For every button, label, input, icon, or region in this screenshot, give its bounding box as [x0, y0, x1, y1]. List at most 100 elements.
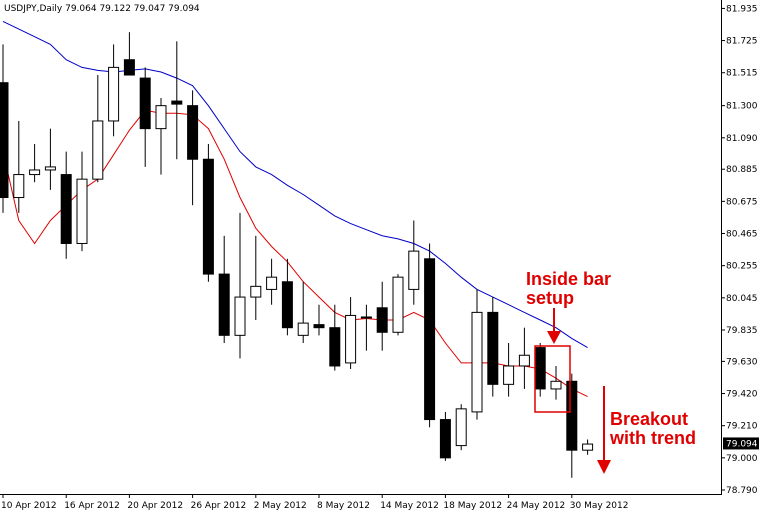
- candle: [424, 243, 436, 428]
- annotation-breakout-line2: with trend: [609, 428, 696, 448]
- y-tick-label: 80.885: [726, 165, 758, 175]
- chart-title: USDJPY,Daily 79.064 79.122 79.047 79.094: [4, 4, 200, 14]
- candle: [92, 75, 104, 183]
- candle: [550, 365, 562, 400]
- candle-body: [313, 324, 325, 329]
- y-tick-label: 80.045: [726, 294, 758, 304]
- ma-slow-line: [2, 20, 588, 349]
- candle-body: [171, 100, 183, 105]
- x-tick-label: 2 May 2012: [254, 501, 307, 511]
- candle-body: [281, 281, 293, 329]
- candle-body: [297, 322, 309, 336]
- candle: [313, 304, 325, 336]
- inside-bar-box: [534, 345, 571, 413]
- candle: [534, 343, 546, 397]
- candle: [408, 220, 420, 305]
- y-tick-label: 81.300: [726, 102, 758, 112]
- candle-body: [329, 327, 341, 367]
- candle-body: [360, 316, 372, 319]
- candle: [123, 32, 135, 76]
- candle: [455, 404, 467, 451]
- y-tick-label: 80.675: [726, 197, 758, 207]
- candle-body: [503, 365, 515, 385]
- x-tick-label: 14 May 2012: [380, 501, 439, 511]
- candle-body: [455, 408, 467, 447]
- x-ticks: 10 Apr 2012 16 Apr 2012 20 Apr 2012 26 Apr …: [1, 494, 628, 511]
- y-tick-label: 81.515: [726, 69, 758, 79]
- y-tick-label: 79.210: [726, 422, 758, 432]
- candle: [250, 235, 262, 321]
- candle: [281, 258, 293, 336]
- candle-body: [250, 285, 262, 298]
- candle-body: [60, 174, 72, 244]
- candle-body: [44, 166, 56, 171]
- candle: [13, 120, 25, 213]
- candle: [60, 151, 72, 259]
- candle: [187, 90, 199, 206]
- current-price-tag: 79.094: [723, 437, 759, 450]
- candle: [0, 44, 9, 213]
- candle-body: [376, 307, 388, 333]
- axes: [0, 0, 722, 495]
- y-tick-label: 79.630: [726, 357, 758, 367]
- x-tick-label: 10 Apr 2012: [1, 501, 57, 511]
- candle-body: [218, 273, 230, 336]
- y-tick-label: 81.935: [726, 4, 758, 14]
- candle-body: [13, 174, 25, 199]
- annotation-inside-bar-line1: Inside bar: [526, 269, 611, 289]
- candle: [234, 212, 246, 359]
- candle: [139, 67, 151, 167]
- candle: [503, 343, 515, 397]
- candle-body: [29, 169, 41, 176]
- candle: [108, 44, 120, 137]
- annotation-inside-bar-line2: setup: [526, 288, 574, 308]
- current-price-label: 79.094: [726, 439, 758, 449]
- candle-body: [392, 276, 404, 333]
- x-tick-label: 20 Apr 2012: [127, 501, 183, 511]
- y-tick-label: 81.725: [726, 37, 758, 47]
- x-tick-label: 8 May 2012: [317, 501, 370, 511]
- candle-body: [0, 82, 9, 199]
- candle-body: [202, 158, 214, 275]
- candle: [29, 143, 41, 183]
- candle-body: [123, 59, 135, 76]
- candle: [360, 304, 372, 351]
- candle: [582, 439, 594, 455]
- candle-body: [155, 105, 167, 130]
- annotation-breakout-line1: Breakout: [610, 409, 688, 429]
- candle-body: [424, 258, 436, 421]
- x-tick-label: 18 May 2012: [443, 501, 502, 511]
- breakout-annotation: Breakout with trend: [597, 386, 696, 474]
- candle-body: [187, 105, 199, 160]
- candle-body: [439, 419, 451, 459]
- x-tick-label: 30 May 2012: [570, 501, 629, 511]
- candle-body: [139, 77, 151, 130]
- candle: [345, 297, 357, 370]
- y-tick-label: 79.835: [726, 326, 758, 336]
- inside-bar-annotation: Inside bar setup: [526, 269, 611, 413]
- y-tick-label: 81.090: [726, 134, 758, 144]
- x-tick-label: 26 Apr 2012: [191, 501, 247, 511]
- candle: [518, 327, 530, 389]
- candle: [329, 304, 341, 371]
- candle: [471, 289, 483, 420]
- y-ticks: 81.935 81.725 81.515 81.300 81.090 80.885 80.6…: [721, 4, 758, 496]
- candle-body: [487, 311, 499, 385]
- candle: [266, 258, 278, 305]
- candle-body: [76, 178, 88, 244]
- candle-body: [550, 380, 562, 390]
- candle-body: [345, 314, 357, 364]
- y-tick-label: 78.790: [726, 486, 758, 496]
- y-tick-label: 80.465: [726, 230, 758, 240]
- candle: [297, 281, 309, 343]
- candle: [392, 274, 404, 336]
- candle-body: [234, 296, 246, 336]
- candle-body: [92, 120, 104, 180]
- x-tick-label: 16 Apr 2012: [64, 501, 120, 511]
- candle: [76, 151, 88, 252]
- breakout-arrow-head: [597, 460, 611, 474]
- candle-body: [108, 66, 120, 122]
- candle: [487, 297, 499, 397]
- y-tick-label: 79.420: [726, 390, 758, 400]
